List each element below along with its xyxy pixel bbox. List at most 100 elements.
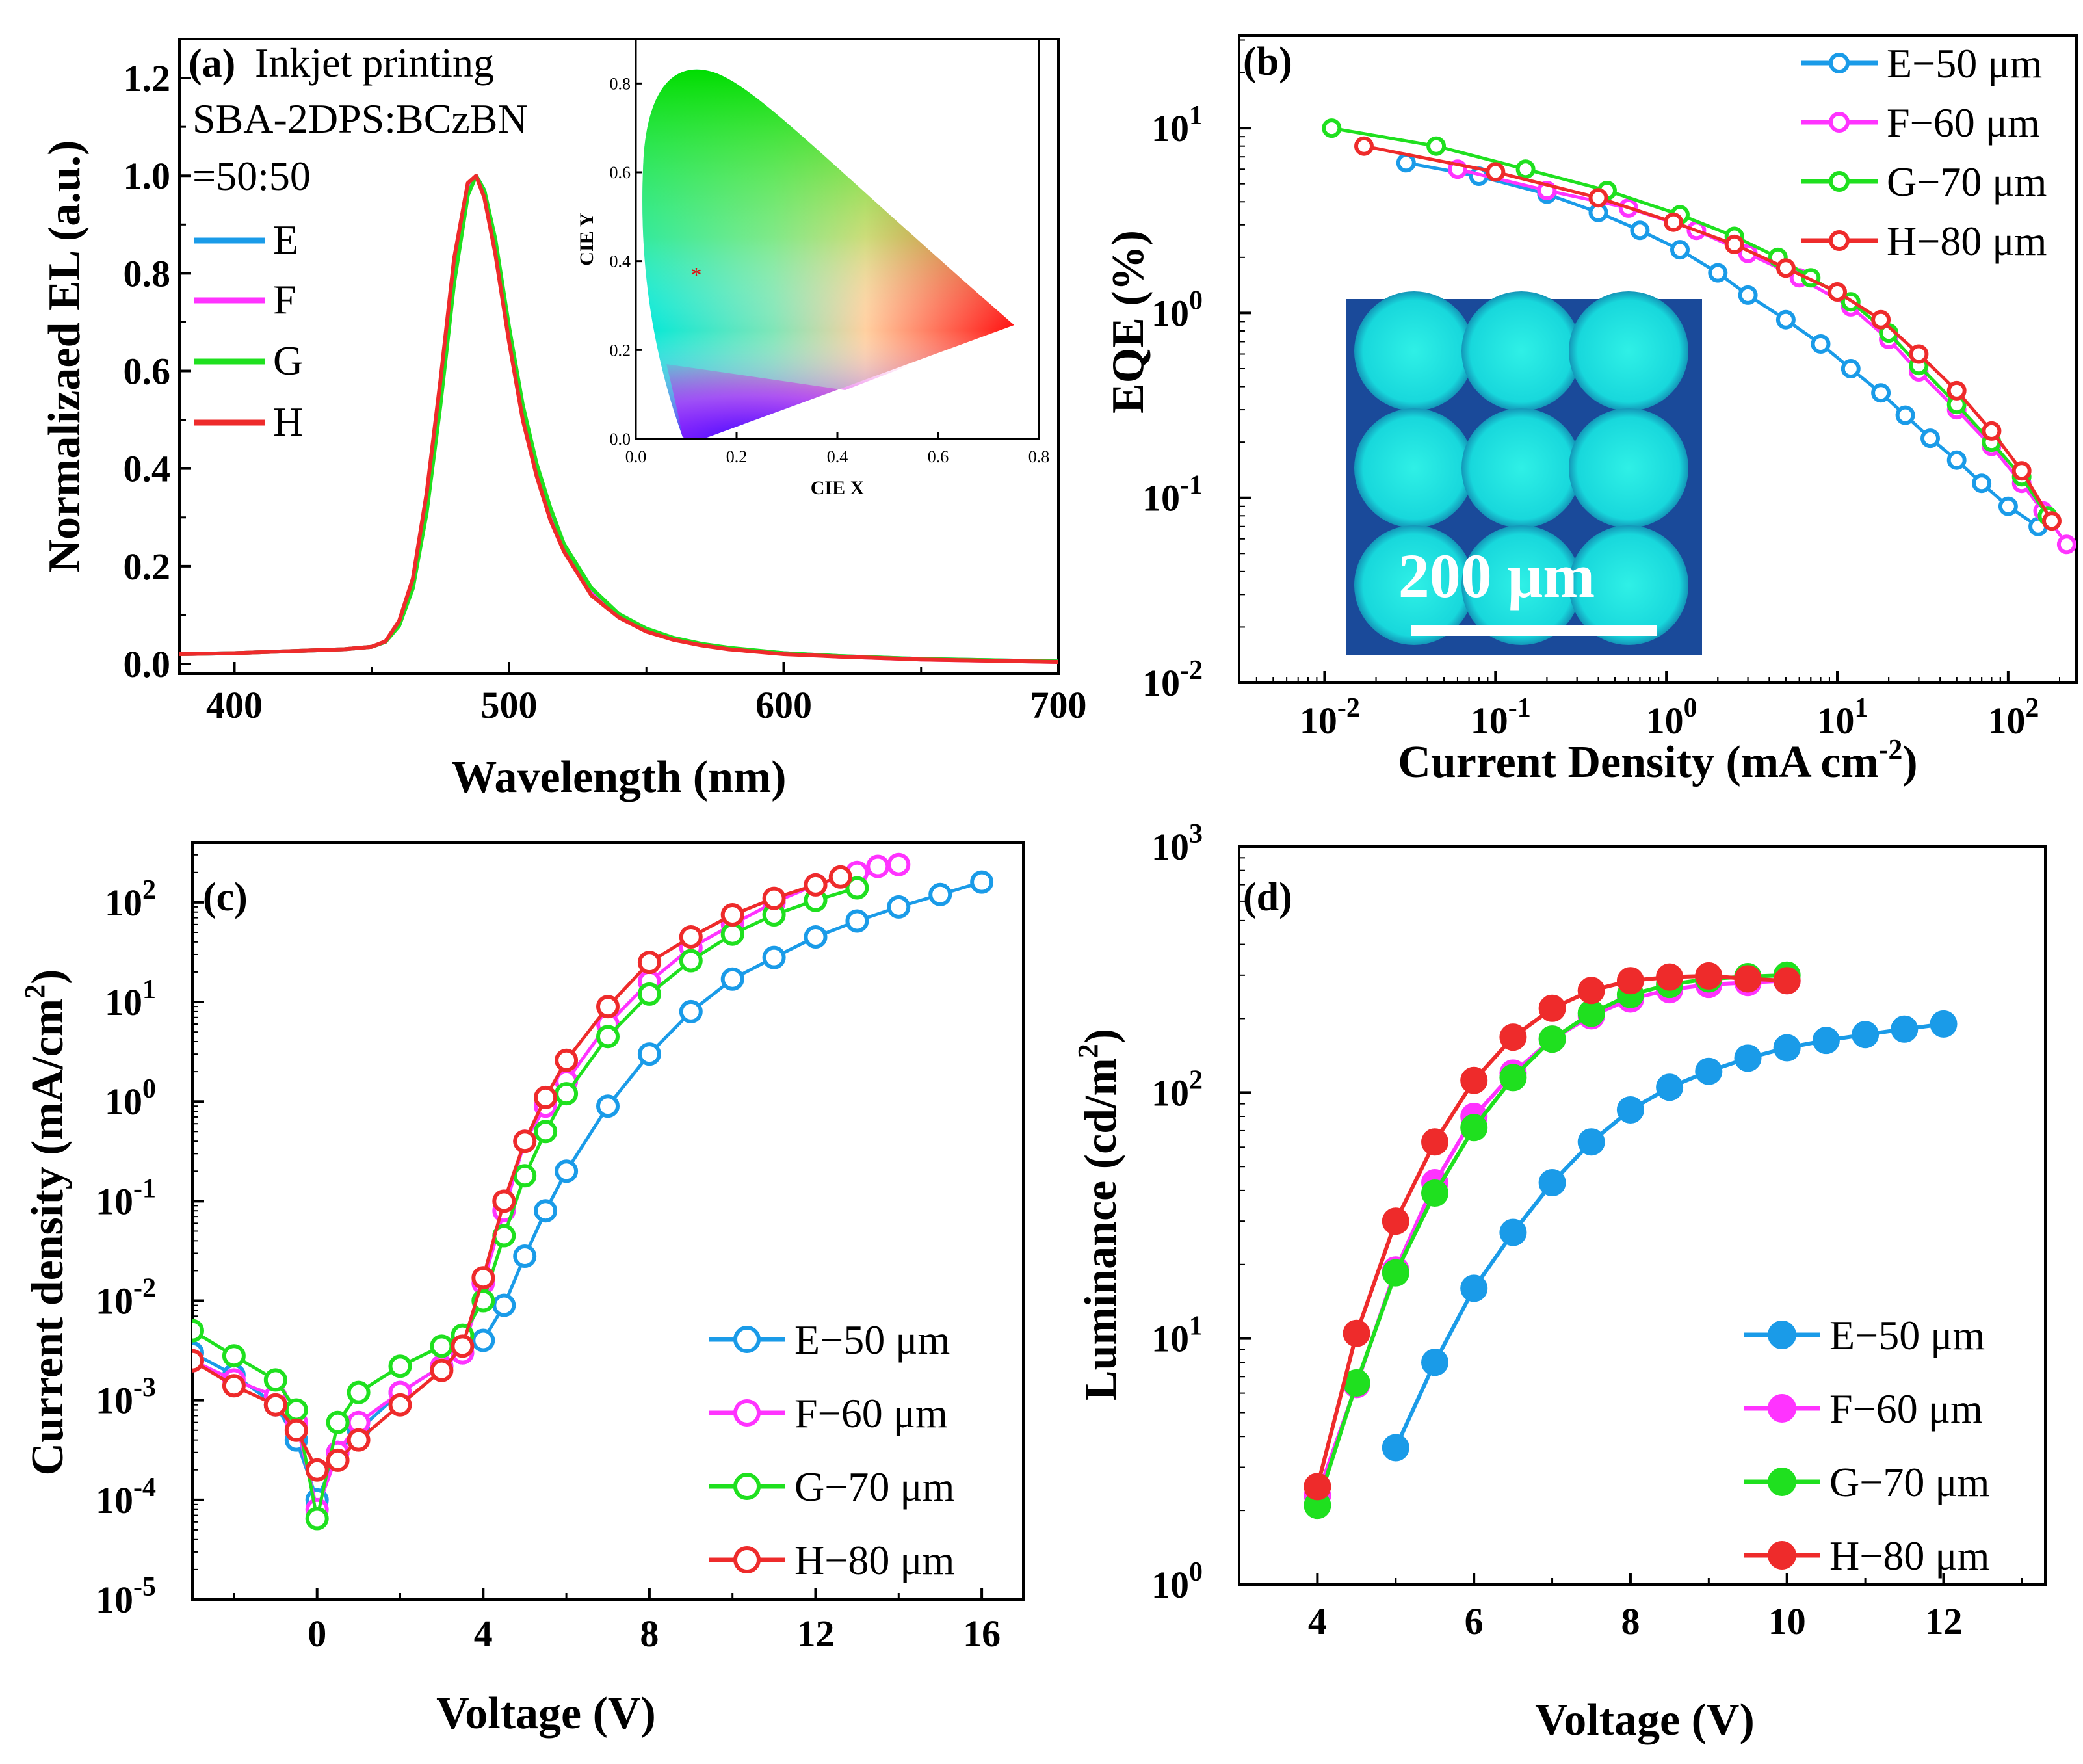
cie-xtick-label: 0.6 xyxy=(928,447,949,466)
b-ytick-label: 10-2 xyxy=(1142,655,1203,704)
c-data-point-g xyxy=(192,1319,204,1343)
c-data-point-h xyxy=(284,1418,308,1442)
c-ytick-label-exp: 0 xyxy=(142,1074,156,1104)
d-data-point-g xyxy=(1421,1179,1448,1207)
d-data-point-e xyxy=(1891,1015,1919,1043)
c-data-point-g xyxy=(555,1082,579,1106)
c-data-point-e xyxy=(471,1328,495,1352)
chart-title-line-1: Inkjet printing xyxy=(255,40,494,86)
c-data-point-f xyxy=(866,854,890,878)
c-ytick-label-base: 10 xyxy=(96,1579,133,1621)
legend-swatch-marker-f xyxy=(1829,112,1850,133)
b-data-point-e xyxy=(1871,383,1891,403)
series-lines-b xyxy=(1322,118,2076,555)
c-data-point-e xyxy=(492,1293,516,1317)
y-axis-label-a: Normalizaed EL (a.u.) xyxy=(40,140,90,573)
d-data-point-h xyxy=(1734,965,1762,993)
c-ytick-label-exp: -1 xyxy=(133,1174,156,1204)
b-xtick-label-base: 10 xyxy=(1471,700,1508,742)
b-data-point-e xyxy=(1775,309,1796,330)
y-axis-label-c-text: Current density (mA/cm xyxy=(23,999,73,1476)
a-xtick-label: 400 xyxy=(206,684,263,726)
c-ytick-label: 10-1 xyxy=(96,1174,156,1222)
c-data-point-g xyxy=(222,1344,246,1368)
a-ytick-label: 0.0 xyxy=(124,643,171,685)
c-data-point-e xyxy=(928,882,952,906)
d-data-point-e xyxy=(1930,1010,1958,1038)
b-xtick-label: 102 xyxy=(1987,693,2039,742)
x-axis-ticks-d: 4 6 8 10 12 xyxy=(1238,1573,2023,1642)
c-data-point-h xyxy=(513,1129,537,1153)
c-xtick-label: 16 xyxy=(963,1613,1001,1655)
cie-xtick-label: 0.0 xyxy=(625,447,647,466)
c-ytick-label: 10-3 xyxy=(96,1373,156,1422)
y-axis-label-d-end: ) xyxy=(1076,1029,1126,1044)
b-xtick-label: 100 xyxy=(1646,693,1697,742)
c-ytick-label-exp: -2 xyxy=(133,1274,156,1304)
panel-label-c: (c) xyxy=(203,875,248,919)
b-ytick-label: 100 xyxy=(1151,285,1203,334)
b-xtick-label-base: 10 xyxy=(1817,700,1855,742)
micrograph-well xyxy=(1354,408,1474,528)
c-data-point-g xyxy=(720,922,744,946)
b-data-point-g xyxy=(1322,118,1342,138)
d-data-point-h xyxy=(1343,1319,1370,1347)
b-data-point-h xyxy=(2011,461,2032,481)
a-ytick-label: 0.4 xyxy=(124,448,171,490)
c-data-point-e xyxy=(637,1042,661,1066)
legend-swatch-marker-g xyxy=(1829,171,1850,192)
legend-label-h: H−80 μm xyxy=(1829,1533,1989,1579)
b-data-point-g xyxy=(1515,159,1536,179)
c-data-point-h xyxy=(555,1048,579,1072)
cie-ytick-label: 0.6 xyxy=(610,163,631,182)
b-xtick-label-exp: 0 xyxy=(1684,693,1697,723)
d-xtick-label: 4 xyxy=(1308,1600,1327,1642)
micrograph-inset: 200 μm xyxy=(1346,291,1702,655)
d-data-point-h xyxy=(1695,962,1723,990)
b-ytick-label-exp: -1 xyxy=(1180,471,1203,501)
c-data-point-g xyxy=(513,1164,537,1188)
c-ytick-label: 10-4 xyxy=(96,1473,156,1521)
d-ytick-label-base: 10 xyxy=(1151,1072,1189,1114)
d-data-point-h xyxy=(1499,1023,1527,1051)
c-xtick-label: 0 xyxy=(308,1613,326,1655)
c-data-point-g xyxy=(263,1368,287,1392)
d-data-point-g xyxy=(1577,999,1605,1027)
c-ytick-label-exp: -4 xyxy=(133,1473,156,1503)
c-series-line-h xyxy=(192,875,841,1472)
d-data-point-e xyxy=(1734,1044,1762,1072)
panel-a: 0.0 0.2 0.4 0.6 0.8 1.0 1.2 400 500 600 700 (a) I… xyxy=(40,38,1087,802)
cie-coordinate-marker: * xyxy=(691,263,702,287)
d-xtick-label: 12 xyxy=(1924,1600,1962,1642)
d-data-point-h xyxy=(1616,967,1644,995)
series-lines-a xyxy=(179,174,1058,664)
legend-swatch-marker-e xyxy=(1768,1321,1796,1349)
d-ytick-label: 101 xyxy=(1151,1311,1203,1360)
d-ytick-label-exp: 3 xyxy=(1189,819,1203,849)
b-data-point-e xyxy=(1738,285,1758,305)
c-series-line-g xyxy=(192,886,858,1520)
x-axis-label-b: Current Density (mA cm-2) xyxy=(1398,733,1917,787)
d-data-point-e xyxy=(1538,1169,1566,1196)
c-data-point-g xyxy=(284,1398,308,1422)
b-data-point-h xyxy=(2042,511,2062,531)
y-axis-label-c-end: ) xyxy=(23,969,73,984)
b-data-point-h xyxy=(1664,212,1683,232)
a-xtick-label: 600 xyxy=(755,684,812,726)
d-data-point-h xyxy=(1304,1473,1331,1501)
c-ytick-label: 101 xyxy=(105,975,156,1023)
legend-label-e: E−50 μm xyxy=(794,1317,950,1363)
legend-a: E F G H xyxy=(194,217,303,445)
legend-label-g: G xyxy=(273,337,303,384)
b-data-point-e xyxy=(1811,334,1831,354)
c-data-point-g xyxy=(845,876,869,900)
cie-ytick-label: 0.4 xyxy=(610,252,631,271)
b-data-point-e xyxy=(1708,263,1728,283)
c-xtick-label: 8 xyxy=(640,1613,659,1655)
c-data-point-h xyxy=(762,886,786,910)
y-axis-label-b: EQE (%) xyxy=(1103,230,1153,414)
d-ytick-label-base: 10 xyxy=(1151,1318,1189,1360)
b-data-point-e xyxy=(1920,428,1940,449)
